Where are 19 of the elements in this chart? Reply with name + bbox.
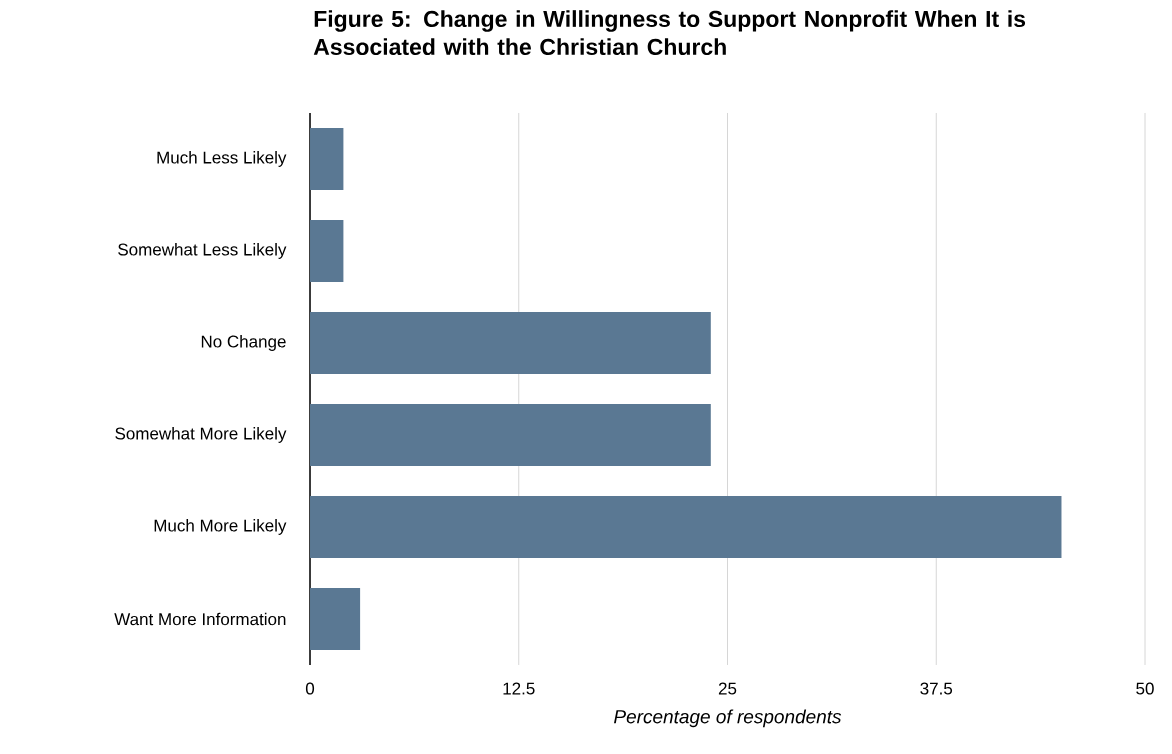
x-tick-label: 37.5 [920, 682, 953, 695]
y-tick-label: Somewhat More Likely [115, 427, 287, 443]
bar [310, 495, 1062, 558]
y-tick-label: Somewhat Less Likely [118, 243, 287, 259]
x-tick-label: 50 [1136, 682, 1154, 695]
bar [310, 128, 344, 190]
bar [310, 219, 344, 282]
x-axis-title: Percentage of respondents [614, 709, 842, 728]
bar [310, 403, 711, 466]
chart-title: Figure 5: Change in Willingness to Support Nonprofit When It is Associated with the Christian Church [313, 10, 1026, 56]
x-tick-label: 0 [305, 682, 315, 695]
x-tick-label: 25 [718, 682, 737, 695]
x-tick-label: 12.5 [503, 682, 535, 695]
y-tick-label: Much More Likely [154, 519, 287, 535]
bar [310, 312, 711, 374]
bar [310, 587, 361, 650]
y-tick-label: Much Less Likely [157, 151, 287, 167]
y-tick-label: Want More Information [114, 612, 286, 626]
y-tick-label: No Change [201, 335, 286, 351]
